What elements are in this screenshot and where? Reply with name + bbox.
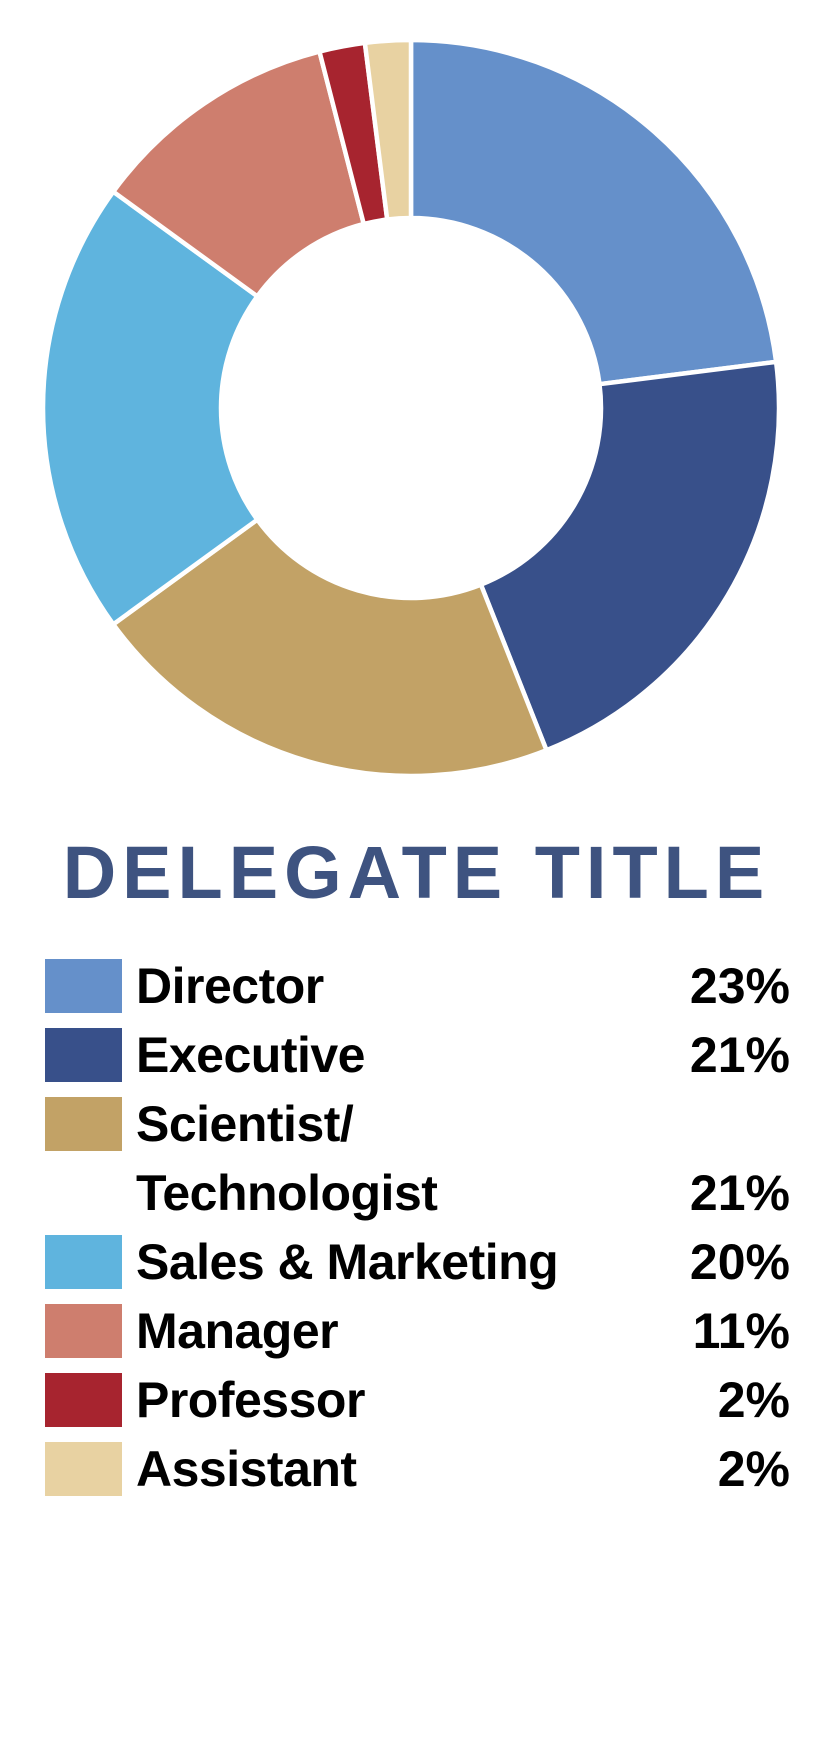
legend-item-executive: Executive 21% [45, 1021, 790, 1090]
slice-scientist-technologist [110, 516, 550, 779]
delegate-title-donut-chart [40, 37, 782, 779]
legend-label: Executive [136, 1027, 365, 1083]
legend-label: Professor [136, 1372, 365, 1428]
legend-swatch-executive [45, 1028, 122, 1082]
slice-director [408, 37, 779, 387]
legend-swatch-assistant [45, 1442, 122, 1496]
legend-label: Assistant [136, 1441, 357, 1497]
legend-value: 21% [689, 1165, 790, 1221]
legend-item-professor: Professor 2% [45, 1366, 790, 1435]
legend-value: 20% [689, 1234, 790, 1290]
slice-executive [478, 359, 782, 754]
chart-title: DELEGATE TITLE [62, 831, 771, 914]
legend-value: 2% [717, 1441, 790, 1497]
legend-swatch-manager [45, 1304, 122, 1358]
legend-value: 21% [689, 1027, 790, 1083]
donut-chart-area [0, 0, 833, 800]
slice-sales-marketing [40, 188, 261, 628]
slice-assistant [362, 37, 414, 223]
legend-value: 23% [689, 958, 790, 1014]
chart-legend: Director 23% Executive 21% Scientist/ Techno… [45, 952, 790, 1504]
legend-item-director: Director 23% [45, 952, 790, 1021]
legend-item-scientist-technologist: Scientist/ Technologist 21% [45, 1090, 790, 1228]
legend-label: Sales & Marketing [136, 1234, 559, 1290]
legend-swatch-director [45, 959, 122, 1013]
legend-swatch-scientist-technologist [45, 1097, 122, 1151]
legend-item-manager: Manager 11% [45, 1297, 790, 1366]
legend-swatch-sales-marketing [45, 1235, 122, 1289]
legend-item-assistant: Assistant 2% [45, 1435, 790, 1504]
legend-value: 11% [692, 1303, 790, 1359]
legend-label: Scientist/ Technologist [136, 1096, 438, 1221]
legend-value: 2% [717, 1372, 790, 1428]
legend-label: Manager [136, 1303, 339, 1359]
legend-label: Director [136, 958, 324, 1014]
legend-swatch-professor [45, 1373, 122, 1427]
legend-item-sales-marketing: Sales & Marketing 20% [45, 1228, 790, 1297]
